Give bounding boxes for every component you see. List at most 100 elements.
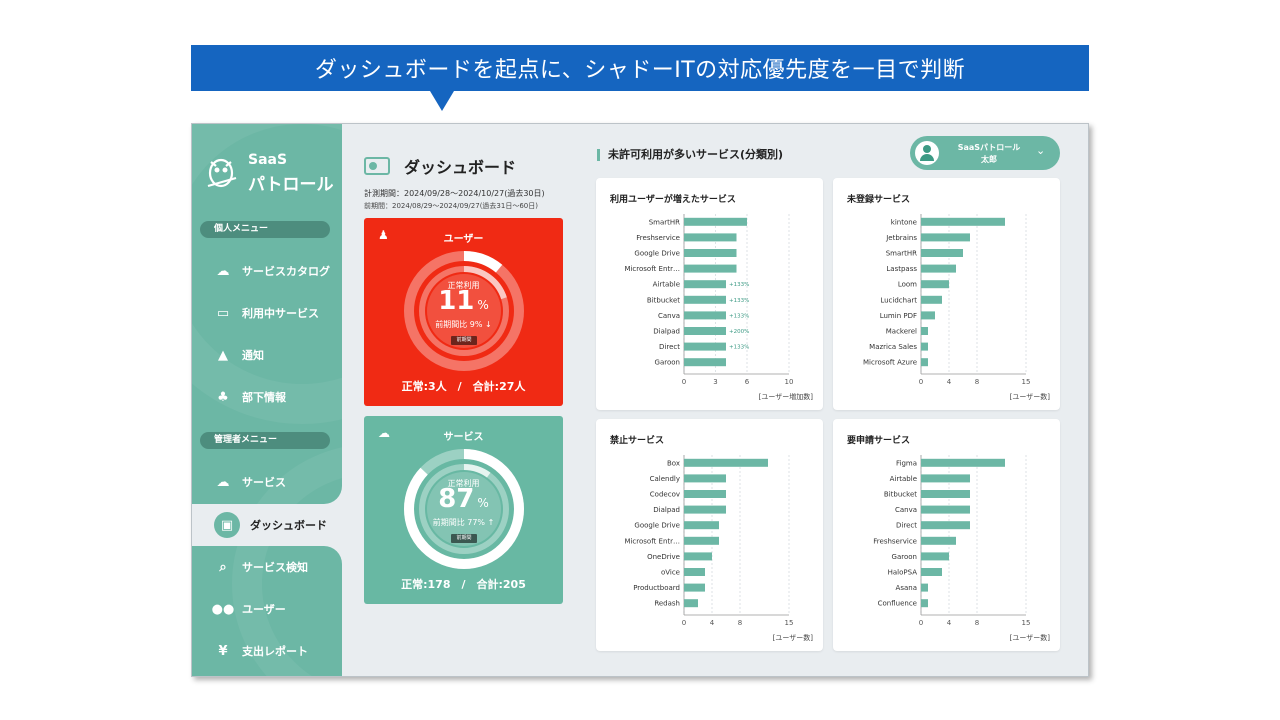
bar[interactable]: [684, 490, 726, 498]
service-compare: 前期間比 77% ↑: [432, 518, 495, 527]
bar[interactable]: [921, 521, 970, 530]
bar[interactable]: [684, 358, 726, 367]
bar[interactable]: [684, 249, 737, 257]
bar[interactable]: [684, 233, 737, 242]
bar[interactable]: [921, 474, 970, 483]
nav-services[interactable]: ☁ サービス: [192, 462, 342, 502]
nav-service-catalog[interactable]: ☁ サービスカタログ: [192, 251, 342, 291]
user-icon: ♟: [378, 228, 389, 242]
section-title: 未許可利用が多いサービス(分類別): [597, 149, 783, 161]
page-title: ダッシュボード: [364, 154, 516, 178]
bar[interactable]: [921, 568, 942, 576]
bar[interactable]: [921, 536, 956, 545]
bar[interactable]: [921, 342, 928, 351]
nav-label: 支出レポート: [242, 645, 308, 658]
bar[interactable]: [921, 599, 928, 608]
bar[interactable]: [921, 458, 1005, 467]
nav-spend-report[interactable]: ¥ 支出レポート: [192, 631, 342, 671]
service-ring-previous: [419, 464, 509, 554]
bar[interactable]: [684, 552, 712, 561]
bar[interactable]: [684, 599, 698, 608]
bar[interactable]: [684, 295, 726, 304]
data-label: +133%: [729, 313, 749, 319]
bar[interactable]: [921, 358, 928, 367]
data-label: +133%: [729, 345, 749, 351]
bar[interactable]: [921, 280, 949, 289]
bar[interactable]: [921, 249, 963, 257]
category-label: Freshservice: [636, 234, 680, 242]
bar[interactable]: [921, 583, 928, 592]
bar[interactable]: [921, 295, 942, 304]
category-label: Garoon: [892, 553, 917, 561]
nav-label: サービスカタログ: [242, 265, 330, 278]
tick-label: 10: [785, 378, 794, 386]
bar[interactable]: [684, 474, 726, 483]
bar[interactable]: [921, 552, 949, 561]
category-label: Confluence: [878, 600, 917, 608]
bar[interactable]: [921, 233, 970, 242]
category-label: Direct: [896, 522, 917, 530]
data-label: +133%: [729, 282, 749, 288]
bar[interactable]: [684, 583, 705, 592]
nav-services-in-use[interactable]: ▭ 利用中サービス: [192, 293, 342, 333]
chevron-down-icon[interactable]: ⌄: [1036, 144, 1046, 157]
bar[interactable]: [684, 568, 705, 576]
category-label: Mazrica Sales: [869, 343, 917, 351]
bar[interactable]: [921, 327, 928, 335]
bar[interactable]: [921, 490, 970, 498]
category-label: Airtable: [653, 281, 680, 289]
nav-service-detection[interactable]: ⌕ サービス検知: [192, 547, 342, 587]
bar[interactable]: [684, 280, 726, 289]
category-label: SmartHR: [886, 250, 917, 258]
user-ring-current: [404, 251, 524, 371]
chart-card-prohibited: 禁止サービス 0 4 8 15 Box Calendly Codecov Dialpad Goo…: [596, 419, 823, 651]
tick-label: 0: [682, 619, 686, 627]
nav-users[interactable]: ●● ユーザー: [192, 589, 342, 629]
bar[interactable]: [684, 264, 737, 273]
bar[interactable]: [684, 458, 768, 467]
bar[interactable]: [921, 264, 956, 273]
bar[interactable]: [684, 217, 747, 226]
tick-label: 0: [682, 378, 686, 386]
nav-notifications[interactable]: ▲ 通知: [192, 335, 342, 375]
bar[interactable]: [684, 536, 719, 545]
user-menu[interactable]: SaaSパトロール 太郎 ⌄: [910, 136, 1060, 170]
tick-label: 0: [919, 619, 923, 627]
category-label: Loom: [898, 281, 917, 289]
user-ring-previous: [419, 266, 509, 356]
bar[interactable]: [921, 505, 970, 514]
tick-label: 8: [738, 619, 742, 627]
measurement-period: 計測期間：2024/09/28～2024/10/27(過去30日): [364, 189, 545, 198]
category-label: Jetbrains: [885, 234, 917, 242]
category-label: Canva: [658, 312, 680, 320]
category-label: oVice: [661, 569, 680, 577]
x-axis-label: [ユーザー数]: [1010, 392, 1051, 401]
user-stat-card[interactable]: ♟ ユーザー 正常利用 11% 前期間比 9% ↓ 前期間 正常:3人 / 合計…: [364, 218, 563, 406]
sidebar: SaaS パトロール 個人メニュー ☁ サービスカタログ ▭ 利用中サービス ▲…: [192, 124, 342, 676]
tick-label: 4: [947, 619, 952, 627]
nav-subordinates[interactable]: ♣ 部下情報: [192, 377, 342, 417]
bar[interactable]: [921, 217, 1005, 226]
category-label: Asana: [896, 584, 917, 592]
bar[interactable]: [684, 311, 726, 320]
app-logo[interactable]: SaaS パトロール: [204, 152, 334, 195]
category-label: Bitbucket: [647, 296, 680, 304]
previous-period-tag: 前期間: [451, 534, 477, 543]
user-name-line2: 太郎: [981, 155, 997, 164]
category-label: Mackerel: [886, 328, 917, 336]
chart-title: 要申請サービス: [847, 436, 911, 446]
percent-value: 87: [438, 484, 475, 514]
bar[interactable]: [684, 327, 726, 335]
nav-dashboard[interactable]: ▣ ダッシュボード: [199, 505, 342, 545]
user-name-line1: SaaSパトロール: [957, 143, 1021, 152]
bar[interactable]: [684, 505, 726, 514]
yen-icon: ¥: [218, 643, 228, 659]
bar[interactable]: [684, 342, 726, 351]
bar[interactable]: [921, 311, 935, 320]
category-label: Airtable: [890, 475, 917, 483]
chart-title: 利用ユーザーが増えたサービス: [610, 195, 736, 205]
bar[interactable]: [684, 521, 719, 530]
category-label: Productboard: [633, 584, 680, 592]
app-window: SaaS パトロール 個人メニュー ☁ サービスカタログ ▭ 利用中サービス ▲…: [191, 123, 1089, 677]
service-stat-card[interactable]: ☁ サービス 正常利用 87% 前期間比 77% ↑ 前期間 正常:178 / …: [364, 416, 563, 604]
